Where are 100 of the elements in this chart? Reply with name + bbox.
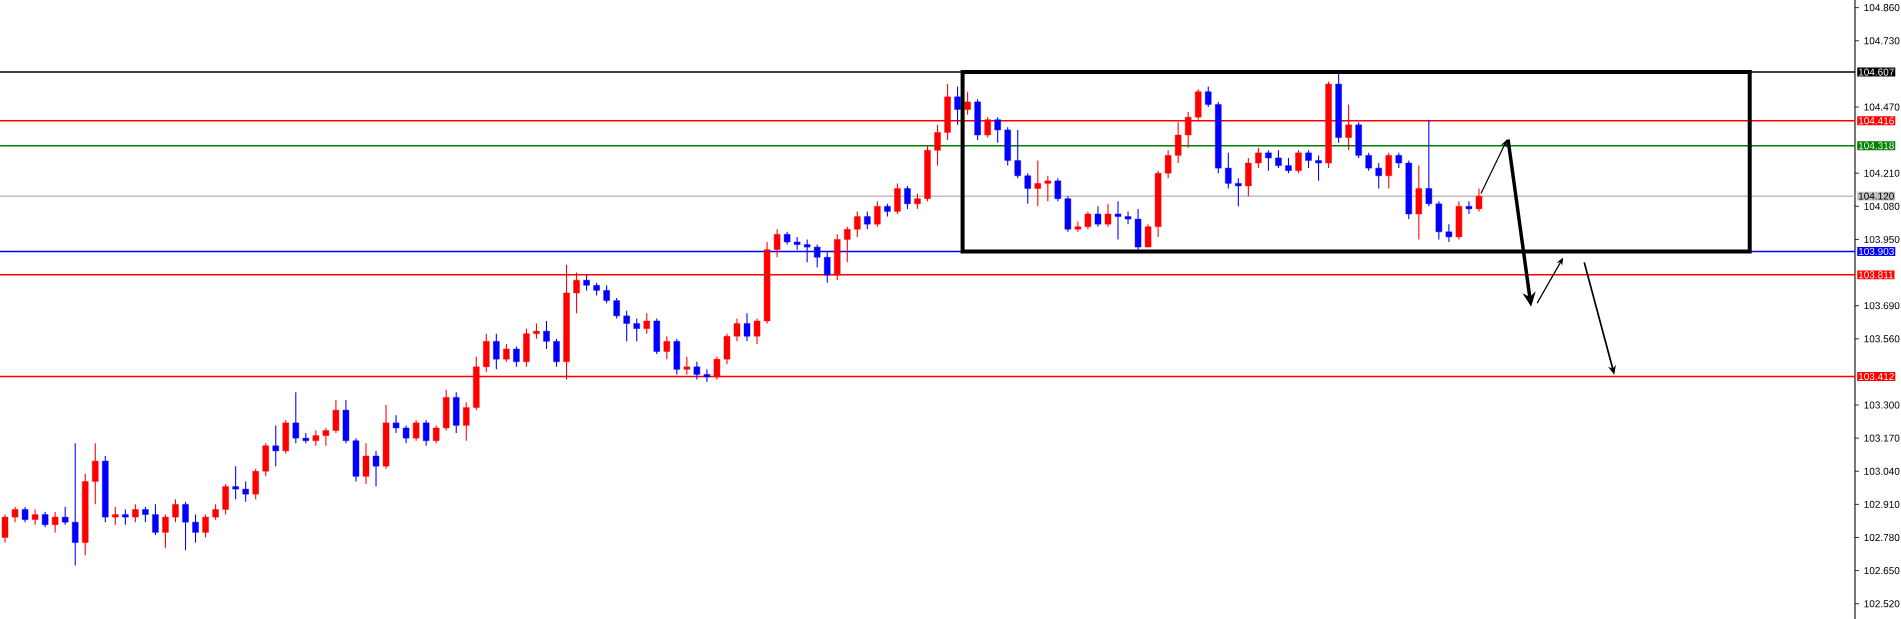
candlestick <box>1225 152 1232 190</box>
candlestick <box>743 312 751 342</box>
candlestick <box>1445 223 1453 243</box>
candlestick <box>964 91 971 116</box>
candlestick <box>1465 200 1473 215</box>
candlestick <box>1475 187 1483 212</box>
candlestick <box>202 514 209 539</box>
candlestick <box>1385 152 1392 190</box>
candlestick <box>322 427 330 447</box>
candlestick <box>72 442 79 567</box>
candlestick <box>192 514 199 544</box>
candlestick <box>1014 129 1021 179</box>
candlestick <box>894 182 901 215</box>
candlestick <box>362 442 370 485</box>
candlestick <box>152 503 159 536</box>
y-tick-label: 103.300 <box>1864 401 1900 409</box>
candlestick <box>312 429 320 447</box>
candlestick <box>623 310 630 342</box>
candlestick <box>1 514 9 544</box>
candlestick <box>773 228 781 258</box>
y-tick-label: 104.080 <box>1864 202 1900 210</box>
candlestick <box>1235 177 1242 207</box>
candlestick <box>513 345 520 368</box>
candlestick <box>1255 147 1262 169</box>
candlestick <box>1144 223 1152 248</box>
candlestick <box>222 483 229 516</box>
candlestick <box>663 335 671 360</box>
candlestick <box>733 317 741 342</box>
candlestick <box>182 501 189 551</box>
ref-line-label: 103.412 <box>1858 372 1894 381</box>
y-tick-label: 103.040 <box>1864 467 1900 475</box>
candlestick <box>252 468 259 500</box>
candlestick <box>493 333 500 370</box>
candlestick <box>1265 149 1272 172</box>
candlestick <box>633 317 640 342</box>
candlestick <box>422 419 430 447</box>
candlestick <box>753 317 761 345</box>
candlestick <box>1024 172 1031 205</box>
candlestick <box>242 480 249 503</box>
candlestick <box>31 508 39 526</box>
candlestick <box>1104 203 1112 228</box>
candlestick <box>1315 154 1322 182</box>
y-tick-label: 102.520 <box>1864 600 1900 608</box>
y-tick-label: 103.950 <box>1864 235 1900 243</box>
candlestick <box>874 200 881 228</box>
candlestick <box>693 361 701 381</box>
candlestick <box>1094 205 1102 228</box>
candlestick <box>1164 149 1172 179</box>
candlestick <box>1114 200 1122 240</box>
y-tick-label: 102.650 <box>1864 567 1900 575</box>
candlestick <box>463 401 470 442</box>
y-tick-label: 104.470 <box>1864 103 1900 111</box>
y-tick-label: 104.860 <box>1864 4 1900 12</box>
ref-line-label: 103.903 <box>1858 247 1894 255</box>
candlestick <box>543 320 550 350</box>
candlestick <box>332 399 340 434</box>
y-tick-label: 104.210 <box>1864 169 1900 177</box>
candlestick <box>643 312 650 335</box>
ref-line-label: 104.416 <box>1858 117 1894 125</box>
candlestick <box>1295 149 1302 174</box>
candlestick <box>92 442 99 505</box>
candlestick <box>51 511 59 533</box>
y-tick-label: 102.780 <box>1864 533 1900 542</box>
candlestick <box>162 514 169 549</box>
candlestick <box>412 419 420 442</box>
candlestick <box>232 465 239 500</box>
candlestick <box>1054 177 1062 202</box>
candlestick <box>1205 86 1212 108</box>
candlestick <box>172 498 179 523</box>
candlestick <box>683 356 691 375</box>
candlestick <box>844 226 851 263</box>
candlestick <box>703 368 711 383</box>
candlestick <box>934 124 941 167</box>
ref-line-label: 104.120 <box>1858 192 1894 200</box>
candlestick <box>553 338 560 368</box>
candlestick <box>1124 210 1132 225</box>
candlestick <box>1074 221 1082 233</box>
y-tick-label: 102.910 <box>1864 500 1900 508</box>
ref-line-label: 104.318 <box>1858 142 1894 150</box>
candlestick <box>954 86 961 126</box>
candlestick <box>723 333 731 365</box>
candlestick <box>392 414 400 434</box>
candlestick <box>372 450 380 488</box>
candlestick <box>1375 162 1382 190</box>
ref-line-label: 104.607 <box>1858 68 1894 76</box>
y-tick-label: 103.690 <box>1864 302 1900 310</box>
y-tick-label: 104.730 <box>1864 37 1900 45</box>
candlestick <box>1034 159 1041 207</box>
candlestick <box>904 185 911 210</box>
y-tick-label: 103.560 <box>1864 335 1900 343</box>
candlestick <box>994 116 1001 144</box>
candlestick <box>292 391 300 444</box>
y-tick-label: 103.170 <box>1864 434 1900 442</box>
candlestick <box>613 297 620 319</box>
ref-line-label: 103.811 <box>1858 271 1894 279</box>
candlestick <box>1425 119 1433 207</box>
candlestick <box>1245 157 1252 197</box>
candlestick <box>272 424 279 467</box>
candlestick <box>1044 175 1052 202</box>
candlestick <box>854 210 861 238</box>
